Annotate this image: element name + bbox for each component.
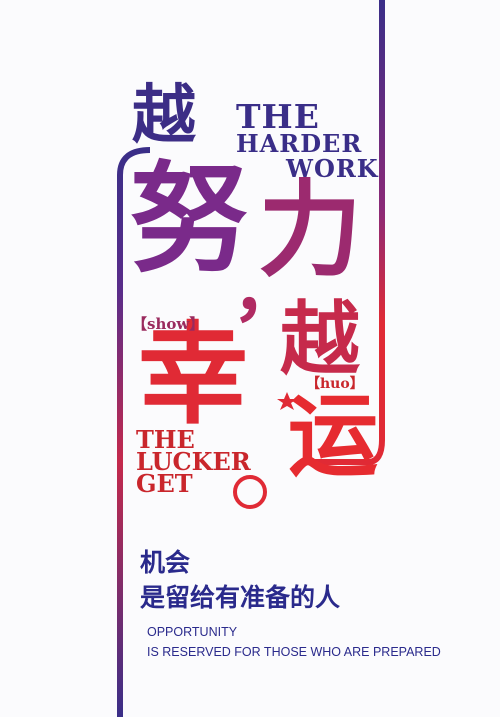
headline-yun: 运 <box>288 384 378 489</box>
headline-yue-mid: 越 <box>280 293 360 386</box>
headline-nu: 努 <box>130 150 249 288</box>
english-harder: HARDER <box>236 129 363 158</box>
right-frame-line <box>300 0 385 465</box>
period-circle <box>233 475 267 509</box>
caption-line-1: OPPORTUNITY <box>147 625 238 639</box>
pinyin-huo: 【huo】 <box>306 376 364 392</box>
headline-yue-top: 越 <box>132 79 196 153</box>
english-lucker: LUCKER <box>136 447 251 476</box>
left-frame-line <box>117 147 151 717</box>
star-icon <box>277 392 297 410</box>
headline-li: 力 <box>258 169 363 291</box>
english-work: WORK <box>286 154 379 183</box>
caption-line-2: IS RESERVED FOR THOSE WHO ARE PREPARED <box>147 645 441 659</box>
english-get: GET <box>136 469 193 498</box>
english-the-top: THE <box>236 97 320 136</box>
english-the-bottom: THE <box>136 425 195 454</box>
headline-comma: ， <box>232 249 302 331</box>
tagline-line-2: 是留给有准备的人 <box>140 583 341 612</box>
headline-xing: 幸 <box>138 311 248 439</box>
pinyin-show: 【show】 <box>132 315 205 333</box>
tagline-line-1: 机会 <box>140 548 191 577</box>
